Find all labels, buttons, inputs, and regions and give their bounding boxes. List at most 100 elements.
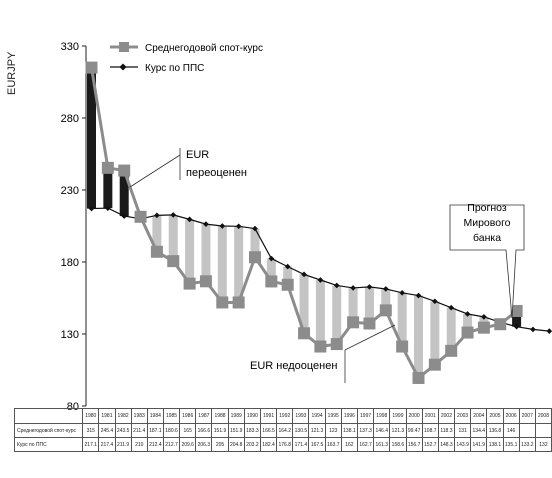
ppp-point xyxy=(366,284,373,290)
table-spot-cell xyxy=(534,423,552,438)
legend: Среднегодовой спот-курс Курс по ППС xyxy=(110,42,263,74)
ppp-point xyxy=(432,298,438,305)
table-spot-cell: 131 xyxy=(454,423,472,438)
table-year-cell: 2000 xyxy=(405,408,423,424)
annotation-forecast: Прогноз Мирового банка xyxy=(449,202,525,319)
spot-point xyxy=(101,161,114,174)
undervalued-bar xyxy=(430,301,440,365)
table-ppp-cell: 212.7 xyxy=(162,437,181,452)
table-year-cell: 2006 xyxy=(502,408,520,424)
table-ppp-cell: 182.4 xyxy=(259,437,278,452)
spot-point xyxy=(330,338,343,351)
table-spot-cell: 123 xyxy=(324,423,342,438)
table-spot-cell: 118.3 xyxy=(437,423,456,438)
ppp-point xyxy=(268,255,275,262)
undervalued-bar xyxy=(283,266,293,285)
table-year-cell: 1987 xyxy=(195,408,213,424)
table-ppp-cell: 148.3 xyxy=(437,437,456,452)
table-ppp-cell: 162 xyxy=(340,437,359,452)
ppp-point xyxy=(284,263,291,270)
undervalued-bar xyxy=(397,292,407,347)
table-year-cell: 1999 xyxy=(389,408,407,424)
table-spot-cell: 136.8 xyxy=(486,423,504,438)
table-spot-cell: 151.9 xyxy=(227,423,245,438)
table-spot-cell: 130.5 xyxy=(292,423,310,438)
data-table-spot-row: Среднегодовой спот-курс 315 245.4 243.5 211.… xyxy=(13,423,552,438)
data-table-ppp-row: Курс по ППС 217.1 217.4 211.9 210 212.4 212.7 2… xyxy=(13,437,552,452)
table-spot-cell: 99.47 xyxy=(405,423,423,438)
ppp-point xyxy=(333,282,340,289)
spot-point xyxy=(298,327,311,340)
table-year-cell: 1984 xyxy=(146,408,164,424)
spot-point xyxy=(379,304,392,317)
spot-point xyxy=(118,164,131,177)
table-spot-cell: 121.3 xyxy=(308,423,326,438)
data-table-spot-label: Среднегодовой спот-курс xyxy=(13,423,84,438)
legend-ppp-label: Курс по ППС xyxy=(145,63,204,74)
undervalued-bar xyxy=(315,280,325,347)
spot-point xyxy=(412,371,425,384)
table-year-cell: 2005 xyxy=(486,408,504,424)
table-spot-cell: 121.3 xyxy=(389,423,407,438)
undervalued-bar xyxy=(332,285,342,345)
spot-point xyxy=(183,277,196,290)
table-year-cell: 1994 xyxy=(308,408,326,424)
table-spot-cell: 166.6 xyxy=(195,423,213,438)
table-year-cell: 1980 xyxy=(82,408,100,424)
spot-point xyxy=(494,318,507,331)
spot-point xyxy=(363,317,376,330)
table-year-cell: 1996 xyxy=(340,408,359,424)
undervalued-bar xyxy=(185,219,195,284)
ppp-point xyxy=(154,212,160,219)
y-tick-label: 180 xyxy=(61,257,79,269)
legend-spot-label: Среднегодовой спот-курс xyxy=(145,43,263,54)
spot-point xyxy=(347,316,360,329)
table-year-cell: 1986 xyxy=(179,408,197,424)
ppp-point xyxy=(399,289,405,296)
table-ppp-cell: 206.3 xyxy=(195,437,213,452)
spot-point xyxy=(150,245,163,258)
annotation-forecast-line3: банка xyxy=(473,232,501,244)
table-year-cell: 1993 xyxy=(292,408,310,424)
ppp-point xyxy=(317,277,324,283)
table-year-cell: 1990 xyxy=(243,408,261,424)
undervalued-bar xyxy=(364,286,374,324)
table-spot-cell: 165 xyxy=(179,423,197,438)
table-ppp-cell: 205 xyxy=(211,437,229,452)
undervalued-bar xyxy=(152,215,162,252)
ppp-point xyxy=(121,213,128,219)
table-spot-cell: 166.5 xyxy=(259,423,278,438)
table-spot-cell: 180.6 xyxy=(162,423,181,438)
table-ppp-cell: 209.6 xyxy=(179,437,197,452)
y-tick-label: 130 xyxy=(61,329,79,341)
data-table-corner xyxy=(13,408,84,424)
spot-point xyxy=(199,275,212,288)
spot-point xyxy=(510,304,523,317)
table-spot-cell: 315 xyxy=(82,423,100,438)
annotation-overvalued: EUR переоценен xyxy=(129,148,247,188)
ppp-point xyxy=(448,304,455,311)
table-spot-cell: 146.4 xyxy=(373,423,391,438)
ppp-point xyxy=(170,212,177,218)
annotation-undervalued: EUR недооценен xyxy=(250,324,396,383)
undervalued-bar xyxy=(266,258,276,282)
table-ppp-cell: 217.4 xyxy=(98,437,116,452)
table-spot-cell: 108.7 xyxy=(421,423,439,438)
annotation-undervalued-label: EUR недооценен xyxy=(250,360,337,372)
undervalued-bar xyxy=(348,287,358,323)
spot-point xyxy=(477,321,490,334)
ppp-point xyxy=(464,311,471,317)
table-year-cell: 2007 xyxy=(518,408,536,424)
table-ppp-cell: 132 xyxy=(534,437,552,452)
spot-point xyxy=(428,358,441,371)
table-ppp-cell: 152.7 xyxy=(421,437,439,452)
table-year-cell: 1998 xyxy=(373,408,391,424)
table-year-cell: 2003 xyxy=(454,408,472,424)
spot-point xyxy=(445,344,458,357)
undervalued-bar xyxy=(234,226,244,303)
table-ppp-cell: 163.7 xyxy=(324,437,342,452)
ppp-point xyxy=(252,225,258,232)
undervalued-bar xyxy=(168,214,178,262)
table-ppp-cell: 135.1 xyxy=(502,437,520,452)
